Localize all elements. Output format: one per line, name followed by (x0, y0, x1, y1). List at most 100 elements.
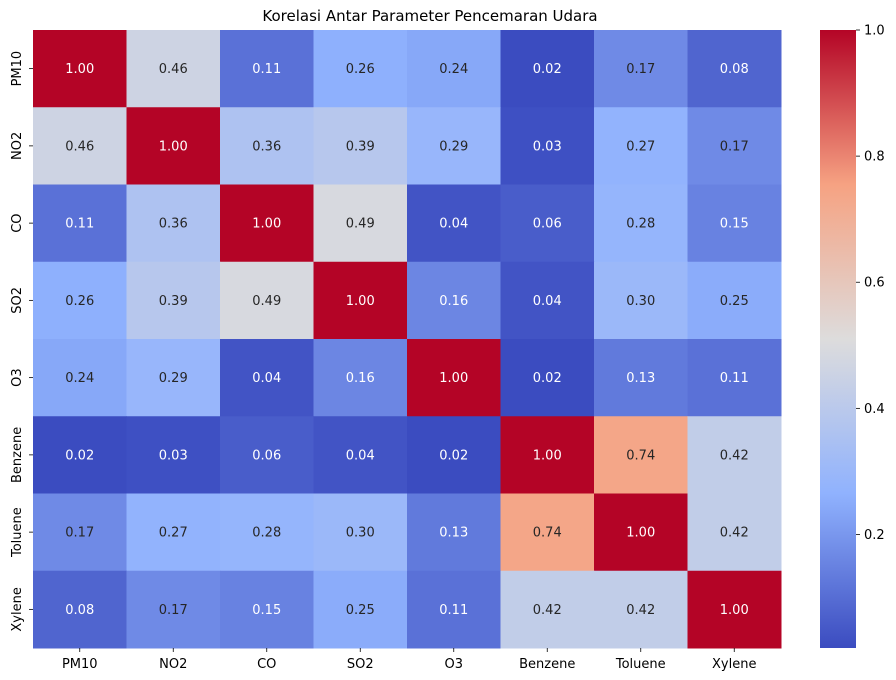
heatmap-cell (33, 184, 127, 263)
cell-value-label: 0.13 (439, 526, 468, 541)
cell-value-label: 1.00 (439, 371, 468, 386)
cell-value-label: 0.25 (346, 603, 375, 618)
heatmap-cell (126, 184, 221, 263)
cell-value-label: 0.11 (252, 62, 281, 77)
cell-value-label: 1.00 (626, 526, 655, 541)
cell-value-label: 0.02 (533, 62, 562, 77)
cell-value-label: 0.16 (346, 371, 375, 386)
heatmap-cell (407, 339, 501, 417)
colorbar-tick-label: 0.4 (864, 402, 885, 417)
cell-value-label: 0.27 (626, 139, 655, 154)
cell-value-label: 0.36 (252, 139, 281, 154)
cell-value-label: 0.49 (346, 217, 375, 232)
heatmap-cell (594, 493, 688, 572)
cell-value-label: 0.49 (252, 294, 281, 309)
y-tick-label: CO (10, 213, 25, 232)
heatmap-cell (407, 570, 501, 649)
cell-value-label: 0.17 (626, 62, 655, 77)
heatmap-cell (594, 184, 688, 263)
cell-value-label: 0.17 (65, 526, 94, 541)
heatmap-cell (313, 107, 408, 185)
heatmap-cell (33, 339, 127, 417)
cell-value-label: 0.28 (252, 526, 281, 541)
cell-value-label: 0.26 (65, 294, 94, 309)
heatmap-cell (500, 107, 595, 185)
cell-value-label: 0.28 (626, 217, 655, 232)
heatmap-cell (126, 30, 221, 108)
cell-value-label: 0.39 (159, 294, 188, 309)
colorbar (820, 30, 856, 648)
cell-value-label: 0.03 (159, 448, 188, 463)
heatmap-cell (407, 184, 501, 263)
heatmap-cell (126, 416, 221, 494)
heatmap-cell (500, 184, 595, 263)
heatmap-cell (687, 107, 782, 185)
cell-value-label: 1.00 (65, 62, 94, 77)
colorbar-tick-label: 0.6 (864, 276, 885, 291)
x-tick-label: Benzene (519, 657, 575, 672)
cell-value-label: 0.30 (626, 294, 655, 309)
y-tick-label: Toluene (10, 507, 25, 558)
heatmap-cell (126, 570, 221, 649)
heatmap-cell (687, 184, 782, 263)
y-tick-label: Benzene (10, 427, 25, 483)
cell-value-label: 0.24 (65, 371, 94, 386)
heatmap-cell (126, 107, 221, 185)
heatmap-cell (33, 107, 127, 185)
heatmap-cell (500, 339, 595, 417)
x-tick-label: Xylene (712, 657, 756, 672)
cell-value-label: 1.00 (720, 603, 749, 618)
heatmap-cell (33, 30, 127, 108)
cell-value-label: 0.74 (626, 448, 655, 463)
cell-value-label: 0.30 (346, 526, 375, 541)
cell-value-label: 0.74 (533, 526, 562, 541)
cell-value-label: 0.29 (159, 371, 188, 386)
heatmap-cell (313, 30, 408, 108)
cell-value-label: 0.16 (439, 294, 468, 309)
cell-value-label: 0.02 (533, 371, 562, 386)
cell-value-label: 0.11 (439, 603, 468, 618)
cell-value-label: 0.42 (720, 448, 749, 463)
colorbar-tick-label: 0.8 (864, 150, 885, 165)
cell-value-label: 0.04 (533, 294, 562, 309)
heatmap-cell (126, 339, 221, 417)
heatmap-cell (33, 570, 127, 649)
cell-value-label: 0.04 (346, 448, 375, 463)
cell-value-label: 0.17 (159, 603, 188, 618)
cell-value-label: 0.17 (720, 139, 749, 154)
heatmap-cell (33, 493, 127, 572)
cell-value-label: 0.29 (439, 139, 468, 154)
x-tick-label: NO2 (159, 657, 187, 672)
y-tick-label: PM10 (10, 51, 25, 87)
x-tick-label: CO (257, 657, 276, 672)
heatmap-cell (220, 416, 314, 494)
heatmap-cell (687, 570, 782, 649)
cell-value-label: 1.00 (346, 294, 375, 309)
heatmap-cell (313, 184, 408, 263)
y-tick-label: SO2 (10, 287, 25, 314)
heatmap-cell (500, 261, 595, 340)
heatmap-cell (407, 107, 501, 185)
heatmap-cell (594, 261, 688, 340)
cell-value-label: 0.42 (533, 603, 562, 618)
cell-value-label: 0.02 (439, 448, 468, 463)
cell-value-label: 0.46 (159, 62, 188, 77)
cell-value-label: 0.24 (439, 62, 468, 77)
heatmap-cell (687, 339, 782, 417)
heatmap-cell (126, 493, 221, 572)
heatmap-cell (407, 493, 501, 572)
heatmap-cell (220, 30, 314, 108)
heatmap-cell (594, 339, 688, 417)
heatmap-cell (220, 261, 314, 340)
heatmap-cell (220, 493, 314, 572)
cell-value-label: 0.26 (346, 62, 375, 77)
x-tick-label: Toluene (615, 657, 666, 672)
x-tick-label: SO2 (347, 657, 374, 672)
heatmap-cell (687, 30, 782, 108)
cell-value-label: 1.00 (159, 139, 188, 154)
heatmap-cell (33, 261, 127, 340)
cell-value-label: 0.25 (720, 294, 749, 309)
heatmap-cell (220, 184, 314, 263)
heatmap-cell (500, 493, 595, 572)
